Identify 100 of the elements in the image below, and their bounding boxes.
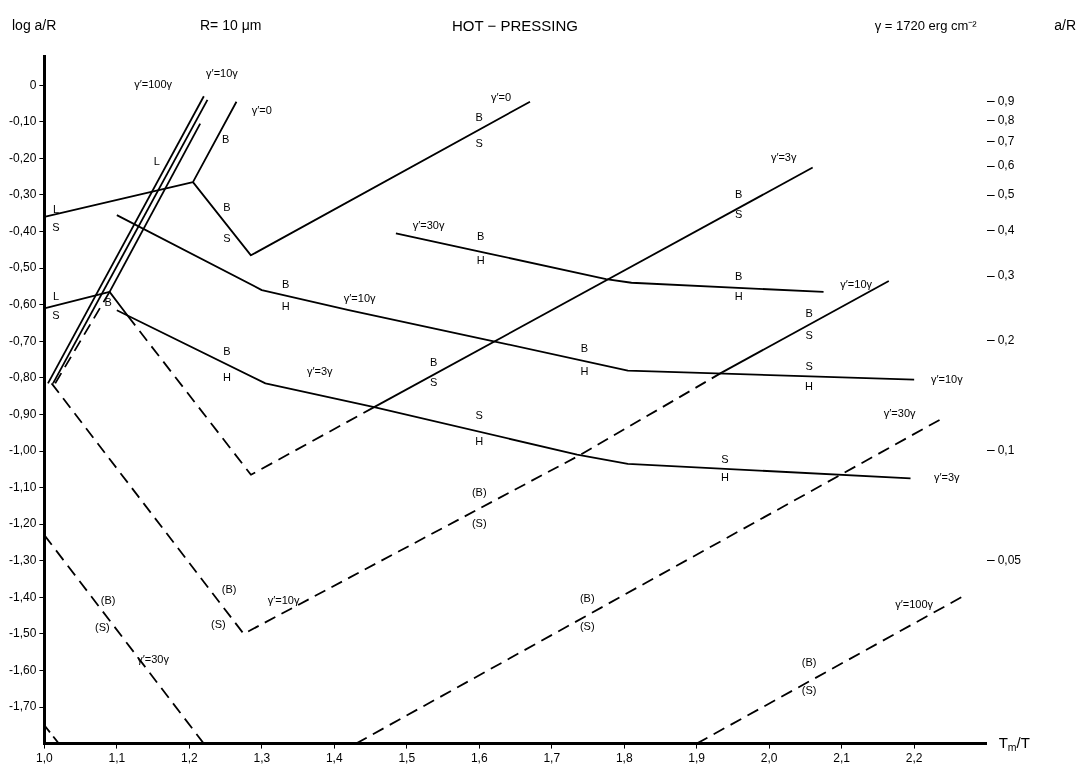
x-tick-label: 1,1 — [108, 751, 126, 766]
y2-axis-title: a/R — [1054, 16, 1077, 33]
annotation: H — [223, 370, 232, 383]
annotation: B — [805, 306, 813, 319]
y-tick-label: -1,60 — [8, 662, 37, 677]
annotation: S — [805, 359, 813, 372]
annotation: (B) — [801, 656, 817, 669]
annotation: B — [429, 356, 438, 369]
annotation: B — [735, 270, 743, 283]
y-tick-label: -1,30 — [8, 553, 37, 568]
annotation: S — [475, 136, 483, 149]
x-tick-label: 1,3 — [253, 751, 271, 766]
y2-tick-label: 0,1 — [997, 442, 1015, 457]
annotation: S — [52, 308, 60, 321]
chart-title: HOT − PRESSING — [451, 17, 579, 35]
x-tick-label: 2,0 — [760, 751, 778, 766]
annotation: B — [580, 341, 589, 354]
y-tick-label: 0 — [29, 77, 37, 92]
annotation: B — [221, 133, 230, 146]
annotation: (S) — [210, 617, 226, 630]
text: γ = 1720 erg cm⁻² — [874, 17, 978, 33]
annotation: (S) — [801, 683, 817, 696]
x-tick-label: 1,6 — [470, 751, 488, 766]
annotation: (S) — [579, 619, 595, 632]
y-tick-label: -0,20 — [8, 150, 37, 165]
x-tick-label: 2,2 — [905, 751, 923, 766]
y-tick-label: -0,60 — [8, 297, 37, 312]
annotation: γ′=100γ — [134, 78, 173, 91]
annotation: L — [52, 202, 60, 215]
x-tick-label: 1,2 — [180, 751, 198, 766]
annotation: L — [52, 290, 60, 303]
y-tick-label: -0,90 — [8, 406, 37, 421]
annotation: S — [52, 220, 60, 233]
y-tick-label: -0,80 — [8, 370, 37, 385]
annotation: (B) — [579, 592, 595, 605]
annotation: γ′=10γ — [840, 277, 873, 290]
annotation: H — [475, 434, 484, 447]
y-tick-label: -0,50 — [8, 260, 37, 275]
annotation: (S) — [471, 517, 487, 530]
annotation: B — [223, 200, 231, 213]
annotation: γ′=100γ — [895, 597, 934, 610]
y2-tick-label: 0,3 — [997, 268, 1015, 283]
annotation: γ′=3γ — [770, 151, 797, 164]
annotation: γ′=3γ — [306, 365, 334, 378]
y2-tick-label: 0,9 — [997, 94, 1015, 108]
annotation: B — [735, 188, 743, 201]
x-tick-label: 1,9 — [688, 751, 706, 766]
y-tick-label: -0,30 — [8, 187, 37, 202]
x-tick-label: 1,5 — [398, 751, 416, 766]
annotation: S — [223, 231, 231, 244]
y2-tick-label: 0,5 — [997, 187, 1015, 202]
annotation: γ′=30γ — [412, 219, 445, 232]
annotation: S — [721, 453, 729, 466]
annotation: (S) — [95, 621, 110, 634]
text: R= 10 μm — [200, 16, 262, 33]
annotation: γ′=0 — [251, 103, 272, 116]
annotation: (B) — [221, 583, 237, 596]
x-tick-label: 1,8 — [615, 751, 633, 766]
y2-tick-label: 0,7 — [997, 133, 1015, 148]
annotation: γ′=30γ — [137, 652, 170, 665]
y2-tick-label: 0,8 — [997, 112, 1015, 127]
annotation: H — [805, 380, 814, 393]
annotation: L — [153, 155, 160, 168]
y2-tick-label: 0,2 — [997, 332, 1015, 347]
annotation: H — [281, 299, 290, 312]
annotation: H — [734, 290, 743, 303]
annotation: γ′=10γ — [267, 593, 300, 606]
y-tick-label: -1,00 — [8, 443, 37, 458]
annotation: (B) — [100, 593, 116, 606]
annotation: H — [580, 365, 589, 378]
y2-tick-label: 0,05 — [997, 552, 1022, 567]
annotation: γ′=0 — [490, 91, 512, 104]
annotation: γ′=10γ — [930, 372, 964, 385]
annotation: (B) — [471, 486, 487, 499]
y-tick-label: -1,70 — [8, 699, 37, 714]
annotation: γ′=3γ — [933, 471, 961, 484]
annotation: B — [477, 230, 485, 243]
annotation: B — [223, 345, 231, 358]
y2-tick-label: 0,6 — [997, 158, 1015, 173]
y-tick-label: -0,40 — [8, 223, 37, 238]
annotation: S — [805, 328, 813, 341]
annotation: γ′=30γ — [883, 407, 917, 420]
y-axis-title: log a/R — [12, 16, 57, 33]
y-tick-label: -1,40 — [8, 589, 37, 604]
y-tick-label: -0,70 — [8, 333, 37, 348]
annotation: S — [735, 208, 743, 221]
annotation: H — [476, 253, 485, 266]
x-tick-label: 1,0 — [36, 751, 54, 766]
annotation: H — [721, 471, 730, 484]
x-tick-label: 1,7 — [543, 751, 561, 766]
annotation: γ′=10γ — [206, 67, 239, 80]
annotation: B — [475, 111, 483, 124]
y2-tick-label: 0,4 — [997, 222, 1015, 237]
annotation: γ′=10γ — [343, 292, 377, 305]
x-tick-label: 2,1 — [833, 751, 851, 766]
y-tick-label: -1,20 — [8, 516, 37, 531]
annotation: S — [429, 376, 438, 389]
annotation: B — [282, 277, 290, 290]
annotation: B — [104, 295, 112, 308]
x-tick-label: 1,4 — [325, 751, 343, 766]
